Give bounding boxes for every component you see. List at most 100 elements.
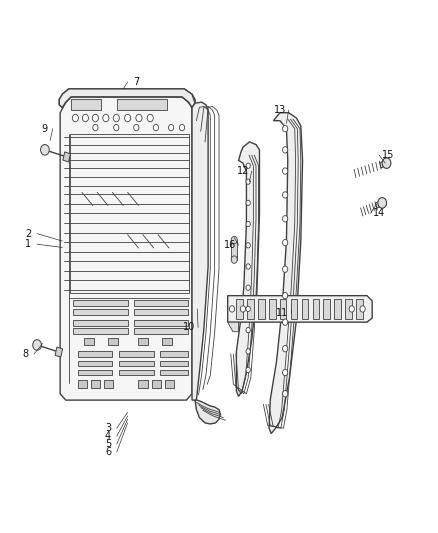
Circle shape [33, 340, 42, 350]
Text: 3: 3 [105, 423, 111, 433]
Circle shape [283, 239, 288, 246]
Polygon shape [228, 322, 239, 332]
Circle shape [246, 349, 251, 354]
Polygon shape [313, 299, 319, 319]
Text: 6: 6 [105, 447, 111, 457]
Polygon shape [134, 328, 187, 334]
Polygon shape [78, 351, 113, 357]
Polygon shape [117, 100, 167, 110]
Text: 8: 8 [22, 349, 28, 359]
Polygon shape [323, 299, 330, 319]
Polygon shape [375, 200, 383, 208]
Circle shape [283, 125, 288, 132]
Circle shape [283, 369, 288, 376]
Polygon shape [78, 370, 113, 375]
Circle shape [113, 114, 119, 122]
Polygon shape [160, 361, 187, 366]
Circle shape [72, 114, 78, 122]
Circle shape [124, 114, 131, 122]
Circle shape [93, 124, 98, 131]
Text: 2: 2 [25, 229, 32, 239]
Polygon shape [380, 160, 387, 168]
Polygon shape [59, 89, 195, 108]
Polygon shape [138, 381, 148, 389]
Circle shape [378, 198, 387, 208]
Polygon shape [192, 102, 208, 400]
Text: 14: 14 [373, 208, 385, 219]
Polygon shape [134, 319, 187, 326]
Text: 7: 7 [133, 77, 139, 87]
Circle shape [246, 264, 251, 269]
Polygon shape [247, 299, 254, 319]
Circle shape [246, 200, 251, 206]
Circle shape [180, 124, 185, 131]
Polygon shape [160, 351, 187, 357]
Text: 9: 9 [41, 124, 47, 134]
Polygon shape [59, 89, 195, 108]
Text: 10: 10 [183, 322, 195, 333]
Polygon shape [165, 381, 174, 389]
Polygon shape [134, 300, 187, 306]
Circle shape [283, 147, 288, 153]
Circle shape [382, 158, 391, 168]
Polygon shape [73, 300, 127, 306]
Polygon shape [134, 309, 187, 316]
Polygon shape [55, 347, 63, 357]
Circle shape [283, 319, 288, 325]
Polygon shape [78, 361, 113, 366]
Polygon shape [138, 337, 148, 345]
Polygon shape [84, 337, 94, 345]
Polygon shape [269, 299, 276, 319]
Polygon shape [78, 381, 87, 389]
Polygon shape [228, 296, 372, 322]
Text: 4: 4 [105, 431, 111, 441]
Polygon shape [73, 309, 127, 316]
Polygon shape [237, 299, 243, 319]
Circle shape [230, 306, 235, 312]
Circle shape [231, 256, 237, 263]
Circle shape [134, 124, 139, 131]
Polygon shape [160, 370, 187, 375]
Circle shape [246, 306, 251, 312]
Polygon shape [108, 337, 117, 345]
Circle shape [349, 306, 354, 312]
Text: 13: 13 [274, 105, 286, 115]
Circle shape [283, 293, 288, 299]
Polygon shape [119, 361, 154, 366]
Polygon shape [71, 100, 102, 110]
Text: 15: 15 [381, 150, 394, 160]
Polygon shape [231, 240, 237, 260]
Circle shape [283, 216, 288, 222]
Polygon shape [119, 370, 154, 375]
Circle shape [246, 367, 251, 373]
Polygon shape [60, 97, 192, 400]
Circle shape [283, 266, 288, 272]
Polygon shape [258, 299, 265, 319]
Polygon shape [73, 328, 127, 334]
Polygon shape [104, 381, 113, 389]
Circle shape [246, 163, 251, 168]
Polygon shape [237, 142, 259, 397]
Text: 16: 16 [224, 240, 236, 251]
Circle shape [246, 243, 251, 248]
Polygon shape [356, 299, 363, 319]
Circle shape [82, 114, 88, 122]
Polygon shape [91, 381, 100, 389]
Circle shape [246, 327, 251, 333]
Circle shape [231, 236, 237, 244]
Circle shape [153, 124, 159, 131]
Circle shape [41, 144, 49, 155]
Text: 1: 1 [25, 239, 32, 249]
Circle shape [240, 306, 246, 312]
Circle shape [283, 168, 288, 174]
Polygon shape [73, 319, 127, 326]
Circle shape [114, 124, 119, 131]
Polygon shape [63, 152, 71, 162]
Circle shape [246, 179, 251, 184]
Circle shape [169, 124, 174, 131]
Circle shape [92, 114, 99, 122]
Circle shape [103, 114, 109, 122]
Circle shape [147, 114, 153, 122]
Polygon shape [162, 337, 172, 345]
Circle shape [246, 285, 251, 290]
